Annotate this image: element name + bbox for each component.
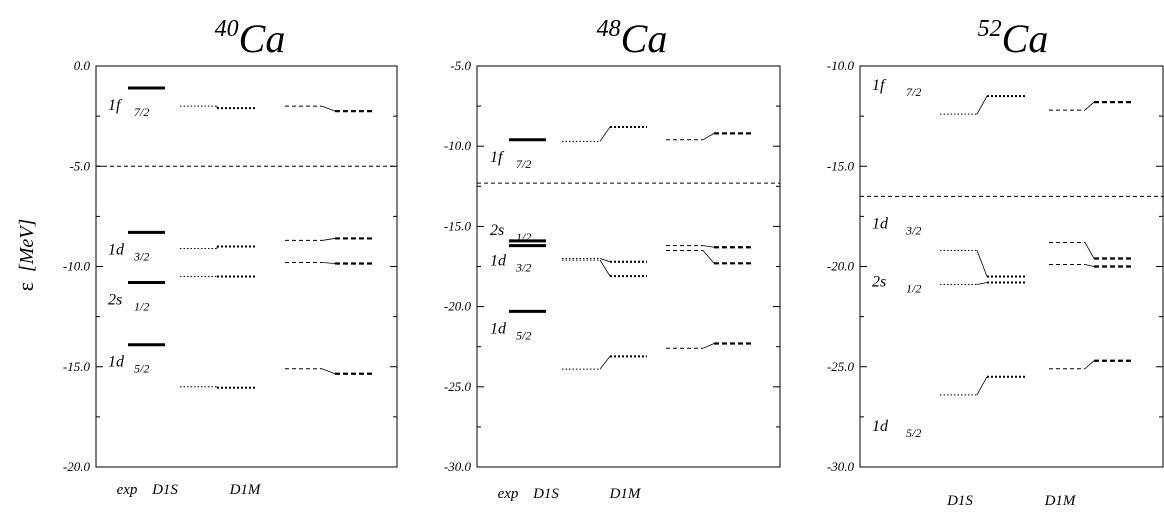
title-element: Ca [621,16,668,61]
level-label: 2s [490,222,504,239]
plot-frame [95,65,398,468]
level-2s-1_2: 2s 1/2 [108,261,375,314]
column-label-d1m: D1M [609,486,642,502]
svg-text:ε [MeV]: ε [MeV] [13,219,38,292]
d1m-connector [321,238,336,241]
y-tick-label: -20.0 [827,259,855,274]
level-label-j: 7/2 [906,85,921,99]
title-mass-number: 48 [597,16,621,42]
d1m-connector [702,245,715,248]
level-label: 1f [490,149,505,166]
d1m-connector [702,343,715,349]
title-mass-number: 40 [215,16,239,42]
column-label-d1s: D1S [946,493,973,509]
column-label-exp: exp [498,486,519,502]
d1m-connector [321,368,336,375]
level-label: 1d [490,320,507,337]
level-label: 1f [108,97,123,114]
column-label-d1m: D1M [1044,493,1077,509]
d1s-connector [976,95,988,115]
d1m-connector [1084,242,1095,259]
y-tick-label: -10.0 [827,58,855,73]
y-axis-symbol: ε [13,282,38,291]
d1s-connector [599,126,611,142]
level-label: 1d [490,253,507,270]
level-1d-5_2: 1d 5/2 [108,343,375,389]
level-label: 1d [872,215,889,232]
level-label-j: 7/2 [516,157,531,171]
level-1d-3_2: 1d 3/2 [490,244,752,278]
level-label-j: 3/2 [133,249,149,263]
level-1d-3_2: 1d 3/2 [108,230,375,263]
level-1f-7_2: 1f 7/2 [108,86,375,119]
level-label-j: 5/2 [134,362,149,376]
d1s-connector [976,376,988,396]
level-label-j: 3/2 [515,261,531,275]
d1m-connector [321,262,336,264]
y-tick-label: -5.0 [69,158,90,173]
level-label-j: 5/2 [906,426,921,440]
panel-ca40: 40Ca 0.0 -5.0 -10.0 -15.0 -20.0 1f 7/2 1d 3/2 2s 1/… [63,16,398,498]
d1s-connector [976,250,988,277]
column-label-d1s: D1S [532,486,559,502]
d1m-connector [1084,101,1095,111]
y-tick-label: -5.0 [450,58,471,73]
level-label: 2s [872,274,886,291]
d1m-connector [321,105,336,112]
column-label-exp: exp [117,482,138,498]
d1m-connector [1084,264,1095,267]
level-1d-5_2: 1d 5/2 [872,359,1134,440]
panel-ca48: 48Ca -5.0 -10.0 -15.0 -20.0 -25.0 -30.0 1f 7/2 2s… [444,16,781,502]
level-label-j: 1/2 [906,282,921,296]
panel-ca52: 52Ca -10.0 -15.0 -20.0 -25.0 -30.0 1f 7/2 1d 3/2 2… [827,16,1164,509]
y-tick-label: -15.0 [827,158,855,173]
panel-title: 40Ca [215,16,286,61]
column-label-d1s: D1S [151,482,178,498]
d1s-connector [599,258,611,263]
panel-title: 52Ca [978,16,1049,61]
y-tick-label: -10.0 [444,138,472,153]
d1s-connector [599,259,611,277]
y-axis-unit: [MeV] [16,219,38,272]
title-element: Ca [1002,16,1049,61]
d1s-connector [976,282,988,285]
title-element: Ca [239,16,286,61]
level-label-j: 3/2 [905,223,921,237]
d1s-connector [599,356,611,370]
y-axis-label: ε [MeV] [13,219,38,292]
level-label: 1d [108,354,125,371]
level-2s-1_2: 2s 1/2 [872,263,1134,296]
level-label-j: 1/2 [134,300,149,314]
level-1f-7_2: 1f 7/2 [490,125,752,171]
level-1f-7_2: 1f 7/2 [872,77,1134,115]
level-label-j: 5/2 [516,328,531,342]
level-1d-3_2: 1d 3/2 [872,215,1134,278]
y-tick-label: -30.0 [444,459,472,474]
panel-title: 48Ca [597,16,668,61]
level-label-j: 7/2 [134,105,149,119]
y-tick-label: 0.0 [74,58,91,73]
y-tick-label: -25.0 [444,379,472,394]
y-tick-label: -15.0 [63,359,91,374]
d1m-connector [702,133,715,141]
d1m-connector [1084,360,1095,370]
level-label: 2s [108,292,122,309]
level-label: 1d [872,418,889,435]
d1m-connector [702,250,715,264]
y-tick-label: -20.0 [444,299,472,314]
column-label-d1m: D1M [229,482,262,498]
y-tick-label: -30.0 [827,459,855,474]
title-mass-number: 52 [978,16,1002,42]
y-tick-label: -15.0 [444,218,472,233]
y-tick-label: -25.0 [827,359,855,374]
level-2s-1_2: 2s 1/2 [490,222,752,263]
level-label: 1d [108,241,125,258]
plot-frame [859,65,1164,468]
y-tick-label: -10.0 [63,259,91,274]
y-tick-label: -20.0 [63,459,91,474]
level-label: 1f [872,77,887,94]
level-1d-5_2: 1d 5/2 [490,309,752,370]
